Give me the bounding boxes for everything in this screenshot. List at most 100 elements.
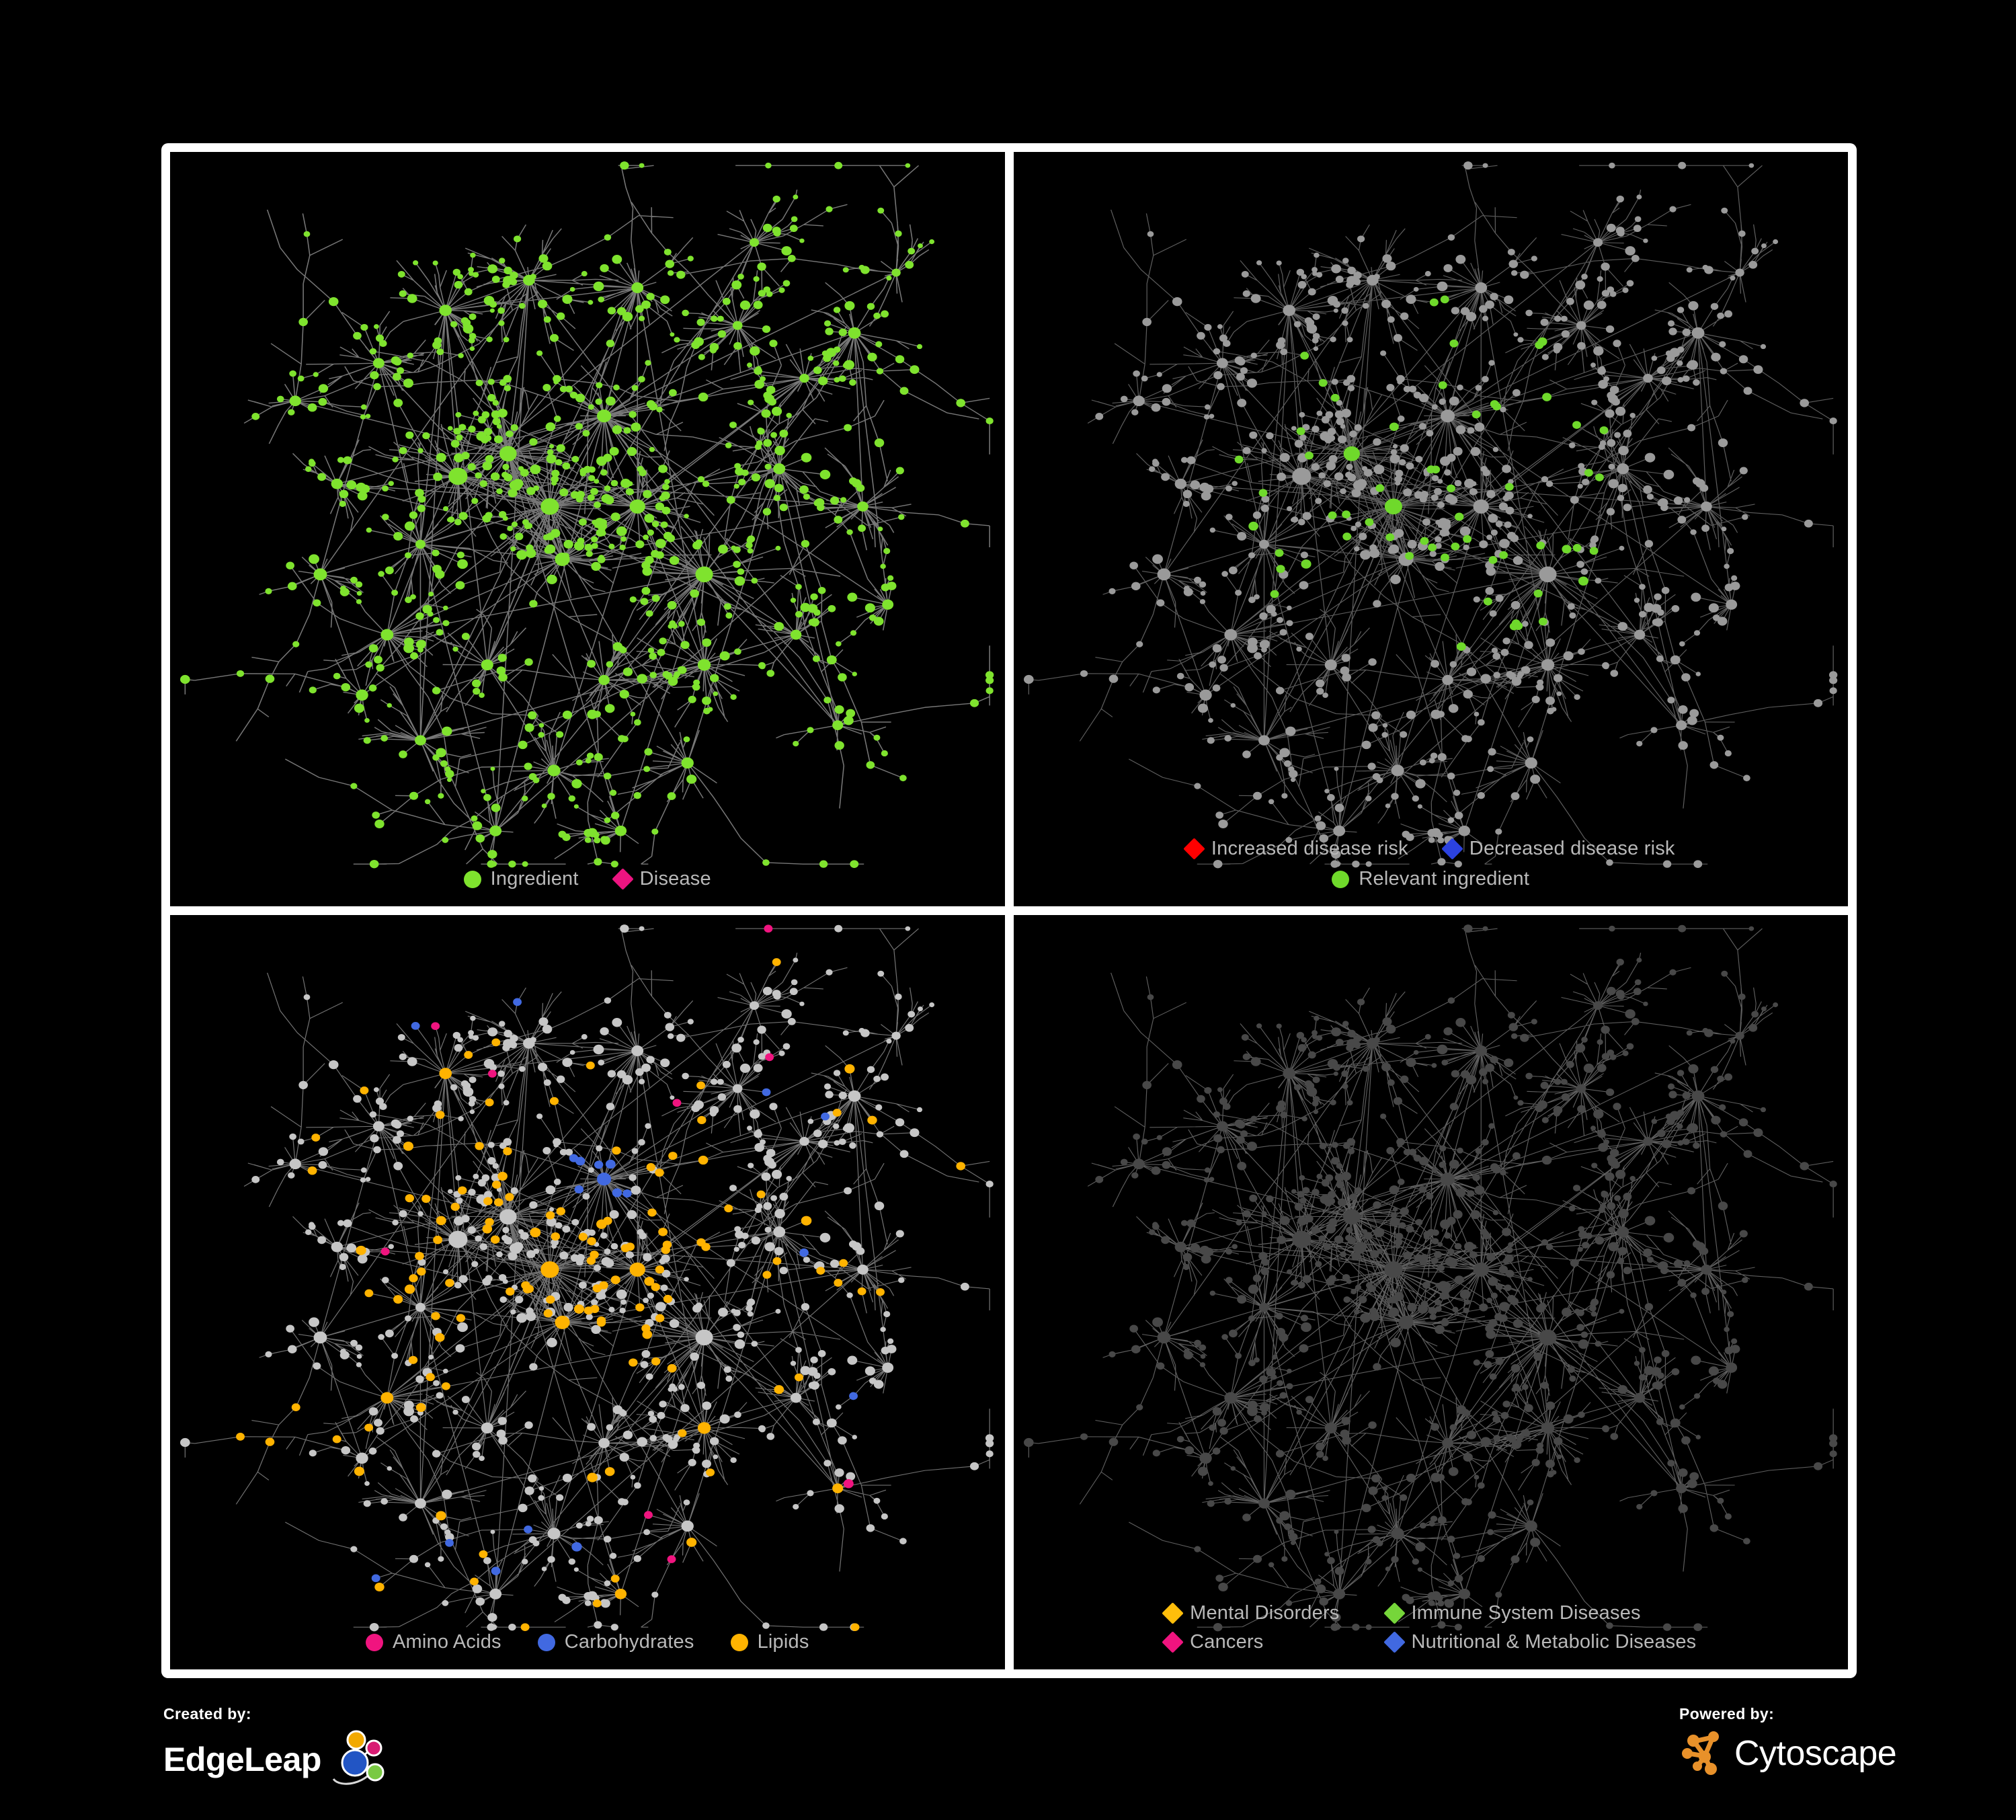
network-node-ingredient[interactable] bbox=[1348, 430, 1357, 438]
network-node-ingredient[interactable] bbox=[356, 1452, 368, 1464]
network-node-ingredient[interactable] bbox=[530, 274, 536, 280]
network-node-ingredient[interactable] bbox=[499, 258, 506, 264]
network-node-ingredient[interactable] bbox=[339, 500, 346, 508]
network-node-ingredient[interactable] bbox=[1541, 393, 1551, 401]
network-node-ingredient[interactable] bbox=[360, 414, 366, 420]
network-node-ingredient[interactable] bbox=[489, 1588, 502, 1599]
network-node-ingredient[interactable] bbox=[542, 384, 551, 392]
network-node-ingredient[interactable] bbox=[1330, 393, 1340, 402]
network-node-ingredient[interactable] bbox=[487, 394, 496, 402]
network-node-ingredient[interactable] bbox=[450, 321, 458, 327]
network-node-ingredient[interactable] bbox=[887, 582, 897, 590]
network-node-ingredient[interactable] bbox=[1217, 324, 1223, 329]
network-node-ingredient[interactable] bbox=[1358, 532, 1367, 541]
network-node-ingredient[interactable] bbox=[985, 671, 994, 679]
network-node-ingredient[interactable] bbox=[1553, 347, 1560, 354]
network-node-ingredient[interactable] bbox=[1297, 518, 1305, 526]
network-node-ingredient[interactable] bbox=[814, 498, 825, 508]
network-node-ingredient[interactable] bbox=[801, 452, 812, 463]
network-node-ingredient[interactable] bbox=[1430, 660, 1439, 668]
network-node-ingredient[interactable] bbox=[556, 444, 565, 452]
network-node-ingredient[interactable] bbox=[502, 281, 510, 288]
network-node-ingredient[interactable] bbox=[1682, 328, 1691, 336]
network-node-ingredient[interactable] bbox=[341, 683, 351, 692]
network-node-ingredient[interactable] bbox=[462, 323, 474, 334]
network-node-ingredient[interactable] bbox=[772, 195, 780, 203]
network-node-ingredient[interactable] bbox=[1405, 833, 1414, 841]
network-node-ingredient[interactable] bbox=[635, 540, 645, 549]
network-node-ingredient[interactable] bbox=[1429, 551, 1437, 557]
network-node-ingredient[interactable] bbox=[595, 398, 602, 405]
network-node-ingredient[interactable] bbox=[1435, 543, 1442, 549]
network-node-ingredient[interactable] bbox=[357, 491, 368, 501]
network-node-ingredient[interactable] bbox=[455, 581, 465, 590]
network-node-ingredient[interactable] bbox=[733, 483, 739, 489]
network-node-ingredient[interactable] bbox=[639, 1232, 647, 1240]
network-node-ingredient[interactable] bbox=[639, 163, 645, 168]
network-node-ingredient[interactable] bbox=[1455, 255, 1465, 264]
network-node-ingredient[interactable] bbox=[1333, 766, 1338, 771]
network-node-ingredient[interactable] bbox=[391, 590, 399, 596]
network-node-ingredient[interactable] bbox=[313, 599, 321, 607]
network-node-ingredient[interactable] bbox=[1162, 384, 1172, 393]
network-node-ingredient[interactable] bbox=[1196, 331, 1205, 340]
network-node-ingredient[interactable] bbox=[1285, 620, 1293, 627]
network-node-ingredient[interactable] bbox=[873, 617, 884, 626]
network-node-ingredient[interactable] bbox=[496, 424, 502, 429]
network-node-ingredient[interactable] bbox=[538, 723, 545, 728]
network-node-ingredient[interactable] bbox=[555, 1222, 563, 1229]
network-node-ingredient[interactable] bbox=[1489, 292, 1498, 301]
network-node-ingredient[interactable] bbox=[622, 311, 633, 322]
network-node-ingredient[interactable] bbox=[1131, 409, 1138, 416]
network-node-ingredient[interactable] bbox=[1611, 398, 1620, 406]
network-node-ingredient[interactable] bbox=[765, 162, 772, 169]
network-node-ingredient[interactable] bbox=[1443, 836, 1451, 842]
network-node-ingredient[interactable] bbox=[409, 511, 418, 519]
network-node-ingredient[interactable] bbox=[731, 280, 742, 290]
network-node-ingredient[interactable] bbox=[1804, 519, 1813, 528]
network-node-ingredient[interactable] bbox=[598, 674, 610, 685]
network-node-ingredient[interactable] bbox=[612, 255, 622, 264]
network-node-ingredient[interactable] bbox=[1336, 418, 1344, 426]
network-node-ingredient[interactable] bbox=[795, 584, 802, 590]
network-node-ingredient[interactable] bbox=[1260, 647, 1267, 653]
network-node-ingredient[interactable] bbox=[623, 427, 631, 434]
network-node-ingredient[interactable] bbox=[308, 460, 316, 467]
network-node-ingredient[interactable] bbox=[1507, 672, 1516, 680]
network-node-ingredient[interactable] bbox=[762, 223, 772, 233]
network-node-ingredient[interactable] bbox=[790, 597, 797, 603]
network-node-ingredient[interactable] bbox=[529, 600, 538, 608]
network-node-ingredient[interactable] bbox=[610, 512, 620, 521]
network-node-ingredient[interactable] bbox=[695, 566, 713, 583]
network-node-ingredient[interactable] bbox=[1566, 297, 1574, 305]
network-node-ingredient[interactable] bbox=[547, 449, 554, 455]
network-node-ingredient[interactable] bbox=[1221, 571, 1228, 577]
network-node-ingredient[interactable] bbox=[769, 340, 778, 348]
network-node-ingredient[interactable] bbox=[1389, 422, 1399, 432]
network-node-ingredient[interactable] bbox=[591, 1324, 601, 1335]
network-node-ingredient[interactable] bbox=[644, 514, 655, 523]
network-node-ingredient[interactable] bbox=[610, 861, 618, 868]
network-node-ingredient[interactable] bbox=[1300, 551, 1308, 559]
network-node-ingredient[interactable] bbox=[1473, 596, 1480, 603]
network-node-ingredient[interactable] bbox=[1487, 514, 1498, 523]
network-node-ingredient[interactable] bbox=[647, 529, 654, 536]
network-node-ingredient[interactable] bbox=[1475, 385, 1482, 391]
network-node-ingredient[interactable] bbox=[287, 582, 297, 590]
network-node-ingredient[interactable] bbox=[591, 536, 598, 543]
network-node-ingredient[interactable] bbox=[422, 604, 432, 614]
network-node-ingredient[interactable] bbox=[1283, 760, 1291, 767]
network-node-ingredient[interactable] bbox=[1459, 526, 1471, 537]
network-node-ingredient[interactable] bbox=[1259, 639, 1270, 649]
network-node-ingredient[interactable] bbox=[655, 551, 664, 559]
network-node-ingredient[interactable] bbox=[681, 757, 694, 769]
network-node-ingredient[interactable] bbox=[1703, 266, 1713, 274]
network-node-ingredient[interactable] bbox=[1500, 649, 1508, 656]
network-node-ingredient[interactable] bbox=[1443, 469, 1451, 476]
network-node-ingredient[interactable] bbox=[360, 323, 368, 331]
network-node-ingredient[interactable] bbox=[1613, 432, 1621, 438]
network-node-ingredient[interactable] bbox=[1129, 561, 1138, 569]
network-node-ingredient[interactable] bbox=[309, 686, 317, 694]
network-node-ingredient[interactable] bbox=[1725, 599, 1737, 610]
network-node-ingredient[interactable] bbox=[830, 496, 840, 505]
